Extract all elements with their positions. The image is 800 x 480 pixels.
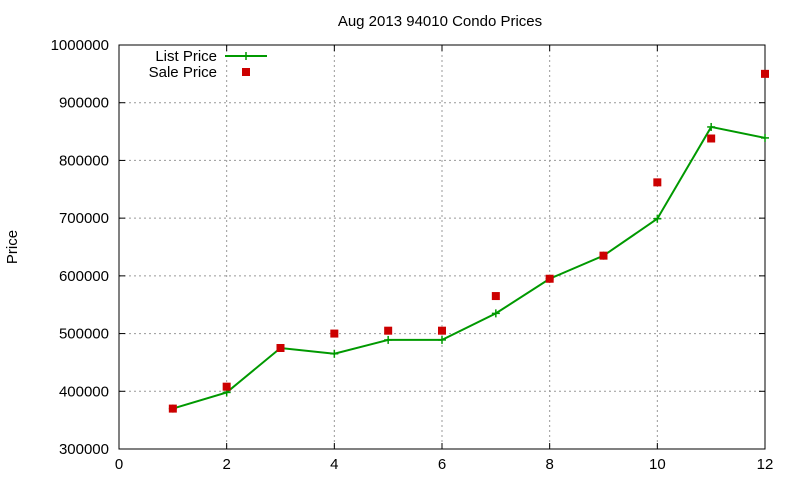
y-tick-label: 900000 xyxy=(59,95,109,112)
sale-price-point xyxy=(761,69,769,78)
y-tick-label: 800000 xyxy=(59,152,109,169)
sale-price-point xyxy=(438,326,446,335)
list-price-line xyxy=(172,125,766,410)
list-price-point xyxy=(761,133,769,142)
axes: 0 2 4 6 8 10 12 300000 400000 500000 600000 700000 8… xyxy=(51,37,774,473)
sale-price-point xyxy=(653,178,662,187)
list-price-point xyxy=(707,122,716,131)
list-price-point xyxy=(653,214,662,223)
y-axis-label: Price xyxy=(4,230,21,264)
x-tick-label: 6 xyxy=(438,456,446,473)
sale-price-point xyxy=(599,251,608,260)
legend-label-list-price: List Price xyxy=(155,48,217,65)
legend-label-sale-price: Sale Price xyxy=(149,64,217,81)
sale-price-point xyxy=(276,344,285,352)
sale-price-point xyxy=(545,274,554,283)
y-tick-label: 600000 xyxy=(59,268,109,285)
y-tick-label: 400000 xyxy=(59,383,109,400)
y-tick-label: 1000000 xyxy=(51,37,109,54)
x-tick-label: 0 xyxy=(115,456,123,473)
list-price-point xyxy=(330,349,339,358)
x-tick-label: 2 xyxy=(222,456,230,473)
chart-title: Aug 2013 94010 Condo Prices xyxy=(338,13,542,30)
sale-price-point xyxy=(707,134,716,143)
list-price-point xyxy=(384,335,393,344)
list-price-point xyxy=(491,309,500,318)
sale-price-point xyxy=(330,329,339,338)
series-group xyxy=(168,69,769,413)
x-tick-label: 4 xyxy=(330,456,338,473)
y-tick-label: 300000 xyxy=(59,441,109,458)
legend: List Price Sale Price xyxy=(149,48,267,81)
legend-marker-list-price xyxy=(242,52,250,60)
sale-price-point xyxy=(168,404,177,413)
sale-price-point xyxy=(491,292,500,301)
legend-swatch-sale-price xyxy=(242,68,250,76)
sale-price-point xyxy=(384,326,393,335)
y-tick-label: 700000 xyxy=(59,210,109,227)
sale-price-point xyxy=(222,382,231,391)
x-tick-label: 10 xyxy=(649,456,666,473)
list-price-point xyxy=(438,335,446,344)
x-tick-label: 12 xyxy=(757,456,774,473)
y-tick-label: 500000 xyxy=(59,326,109,343)
grid-lines xyxy=(119,45,765,449)
x-tick-label: 8 xyxy=(545,456,553,473)
